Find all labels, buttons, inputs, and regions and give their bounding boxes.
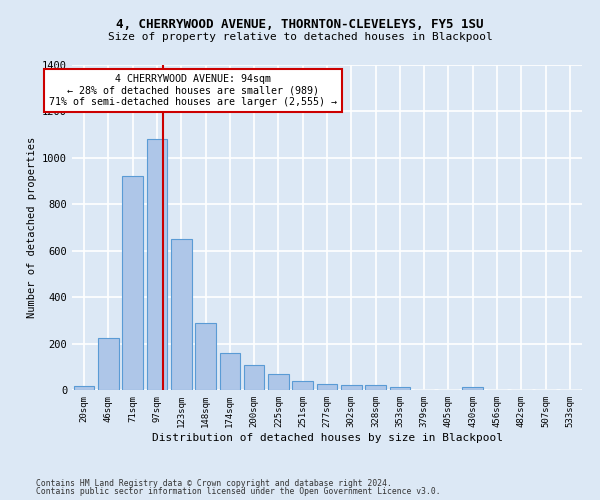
Bar	[389, 386, 410, 390]
Y-axis label: Number of detached properties: Number of detached properties	[26, 137, 37, 318]
Bar	[220, 353, 240, 390]
Bar	[317, 384, 337, 390]
Text: Size of property relative to detached houses in Blackpool: Size of property relative to detached ho…	[107, 32, 493, 42]
X-axis label: Distribution of detached houses by size in Blackpool: Distribution of detached houses by size …	[151, 432, 503, 442]
Text: 4, CHERRYWOOD AVENUE, THORNTON-CLEVELEYS, FY5 1SU: 4, CHERRYWOOD AVENUE, THORNTON-CLEVELEYS…	[116, 18, 484, 30]
Text: Contains HM Land Registry data © Crown copyright and database right 2024.: Contains HM Land Registry data © Crown c…	[36, 478, 392, 488]
Bar	[341, 385, 362, 390]
Bar	[463, 387, 483, 390]
Bar	[195, 322, 216, 390]
Bar	[98, 338, 119, 390]
Bar	[244, 365, 265, 390]
Bar	[74, 386, 94, 390]
Bar	[268, 374, 289, 390]
Bar	[292, 381, 313, 390]
Bar	[171, 239, 191, 390]
Bar	[365, 386, 386, 390]
Text: 4 CHERRYWOOD AVENUE: 94sqm
← 28% of detached houses are smaller (989)
71% of sem: 4 CHERRYWOOD AVENUE: 94sqm ← 28% of deta…	[49, 74, 337, 108]
Bar	[146, 140, 167, 390]
Bar	[122, 176, 143, 390]
Text: Contains public sector information licensed under the Open Government Licence v3: Contains public sector information licen…	[36, 487, 440, 496]
